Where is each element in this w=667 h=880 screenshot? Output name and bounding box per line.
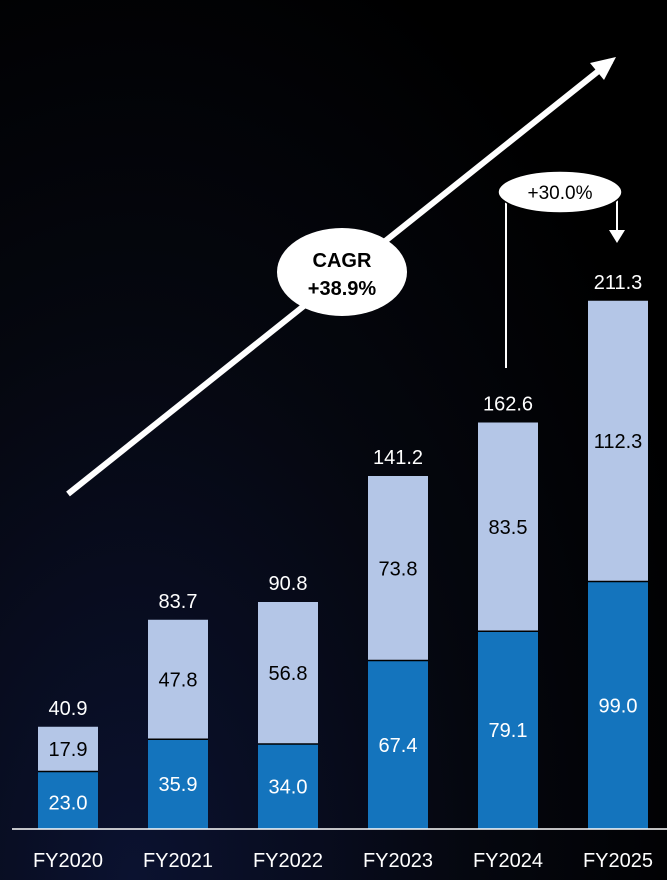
bar-segment-fy2025-s1 bbox=[588, 581, 648, 829]
x-tick-label-fy2021: FY2021 bbox=[143, 850, 213, 872]
x-tick-label-fy2025: FY2025 bbox=[583, 850, 653, 872]
bar-segment-fy2024-s1 bbox=[478, 631, 538, 829]
segment-label-fy2023-s1: 67.4 bbox=[379, 735, 418, 757]
x-tick-label-fy2022: FY2022 bbox=[253, 850, 323, 872]
x-tick-label-fy2020: FY2020 bbox=[33, 850, 103, 872]
bar-segment-fy2024-s2 bbox=[478, 422, 538, 632]
total-label-fy2021: 83.7 bbox=[159, 591, 198, 613]
bar-segment-fy2021-s2 bbox=[148, 619, 208, 740]
segment-label-fy2022-s2: 56.8 bbox=[269, 663, 308, 685]
growth-bubble bbox=[497, 170, 623, 214]
total-label-fy2024: 162.6 bbox=[483, 394, 533, 416]
bar-segment-fy2020-s2 bbox=[38, 726, 98, 772]
total-label-fy2023: 141.2 bbox=[373, 447, 423, 469]
segment-label-fy2024-s1: 79.1 bbox=[489, 720, 528, 742]
bars-layer bbox=[38, 300, 648, 829]
bar-segment-fy2020-s1 bbox=[38, 771, 98, 829]
bar-segment-fy2025-s2 bbox=[588, 300, 648, 582]
segment-label-fy2022-s1: 34.0 bbox=[269, 777, 308, 799]
segment-label-fy2025-s1: 99.0 bbox=[599, 695, 638, 717]
cagr-value: +38.9% bbox=[308, 278, 377, 300]
segment-label-fy2023-s2: 73.8 bbox=[379, 558, 418, 580]
growth-arrow-head bbox=[609, 230, 625, 243]
segment-label-fy2024-s2: 83.5 bbox=[489, 517, 528, 539]
total-label-fy2020: 40.9 bbox=[49, 698, 88, 720]
total-label-fy2025: 211.3 bbox=[594, 272, 643, 294]
segment-label-fy2020-s1: 23.0 bbox=[49, 792, 88, 814]
bar-segment-fy2022-s1 bbox=[258, 744, 318, 829]
total-label-fy2022: 90.8 bbox=[269, 573, 308, 595]
segment-label-fy2025-s2: 112.3 bbox=[594, 431, 643, 453]
cagr-label: CAGR bbox=[313, 250, 372, 272]
x-tick-label-fy2023: FY2023 bbox=[363, 850, 433, 872]
cagr-arrow-head bbox=[590, 57, 616, 80]
segment-label-fy2020-s2: 17.9 bbox=[49, 739, 88, 761]
bar-segment-fy2023-s1 bbox=[368, 660, 428, 829]
segment-label-fy2021-s2: 47.8 bbox=[159, 670, 198, 692]
growth-value: +30.0% bbox=[528, 183, 593, 204]
labels-layer: 23.0 17.9 40.9 FY2020 35.9 47.8 83.7 FY2021 34.0… bbox=[33, 272, 653, 872]
cagr-bubble bbox=[277, 228, 407, 316]
segment-label-fy2021-s1: 35.9 bbox=[159, 774, 198, 796]
bar-segment-fy2023-s2 bbox=[368, 476, 428, 661]
bar-segment-fy2021-s1 bbox=[148, 739, 208, 829]
bar-segment-fy2022-s2 bbox=[258, 602, 318, 744]
x-tick-label-fy2024: FY2024 bbox=[473, 850, 543, 872]
